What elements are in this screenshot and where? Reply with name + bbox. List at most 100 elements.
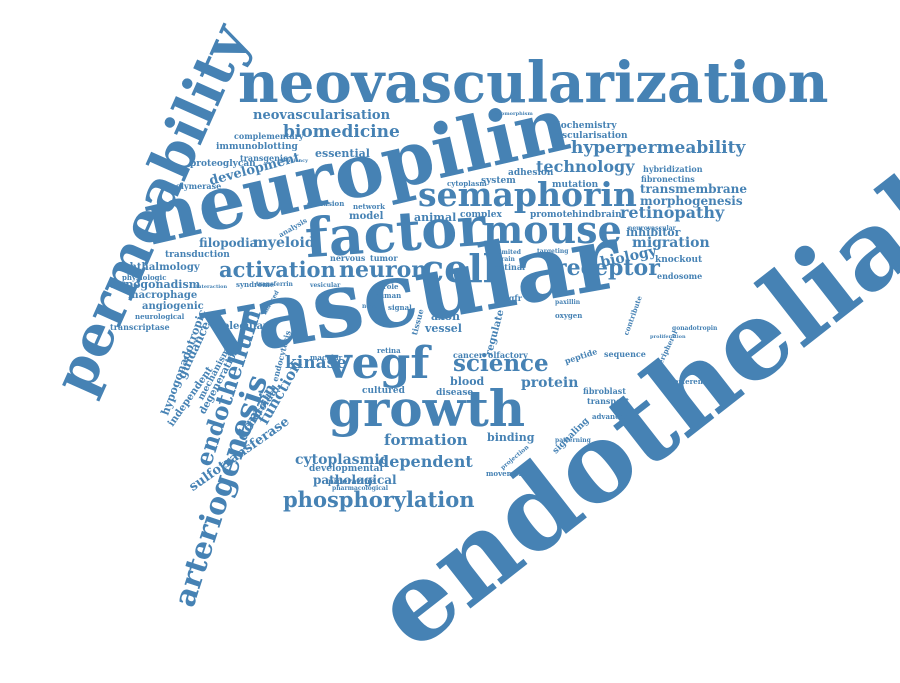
word: kinase bbox=[285, 353, 347, 373]
word: retina bbox=[377, 346, 401, 355]
word: brain bbox=[497, 256, 515, 263]
word: interaction bbox=[196, 284, 228, 290]
word: promote bbox=[530, 210, 573, 220]
word: immunoblotting bbox=[216, 142, 298, 152]
word: oxygen bbox=[555, 311, 583, 320]
word: formation bbox=[384, 431, 468, 449]
word: pharmacological bbox=[332, 485, 389, 492]
word: advanced bbox=[592, 412, 629, 421]
word: protein bbox=[521, 375, 579, 391]
word: science bbox=[453, 350, 549, 377]
word: macular bbox=[310, 353, 343, 362]
word: vascularisation bbox=[551, 131, 628, 141]
word: transport bbox=[587, 396, 630, 406]
word: biomedicine bbox=[283, 122, 400, 142]
word: knockout bbox=[655, 255, 703, 265]
word: movement bbox=[486, 469, 527, 478]
word: proliferation bbox=[650, 334, 686, 340]
word: morphogenesis bbox=[640, 194, 743, 208]
word: hindbrain bbox=[572, 210, 622, 220]
word: growth bbox=[328, 379, 526, 438]
word: mouse bbox=[483, 207, 622, 252]
word: complementary bbox=[234, 131, 304, 141]
word: molecular bbox=[212, 321, 269, 332]
word: animal bbox=[414, 211, 457, 224]
word: myeloid bbox=[253, 235, 315, 251]
word: dependent bbox=[378, 452, 473, 471]
word: human bbox=[374, 291, 402, 300]
word: neovascularisation bbox=[253, 108, 391, 123]
word: peptide bbox=[563, 346, 599, 366]
word: interference bbox=[663, 377, 712, 386]
word: signal bbox=[388, 303, 412, 312]
word: cell bbox=[421, 246, 498, 291]
word: hybridization bbox=[643, 164, 703, 174]
word: system bbox=[481, 176, 516, 186]
word: filopodia bbox=[199, 236, 258, 250]
word: cytoplasm bbox=[447, 179, 487, 188]
word: novel bbox=[362, 303, 380, 310]
word: transcriptase bbox=[110, 322, 170, 332]
word: macrophage bbox=[128, 290, 198, 301]
word: migration bbox=[632, 235, 710, 251]
word: nervous bbox=[330, 253, 366, 263]
word: physiologic bbox=[122, 273, 167, 282]
word: hypomorphism bbox=[491, 111, 533, 117]
word: cultured bbox=[362, 386, 405, 396]
word: network bbox=[353, 202, 386, 211]
word: inhibitor bbox=[626, 226, 681, 239]
word: patterning bbox=[555, 437, 591, 444]
word: piperazine bbox=[328, 476, 376, 486]
word: tumor bbox=[370, 253, 398, 263]
word: blood bbox=[450, 375, 485, 388]
word: vegf bbox=[326, 338, 430, 389]
word: syndrome bbox=[236, 280, 275, 289]
word: hypogonadism bbox=[111, 278, 201, 291]
word: disease bbox=[436, 388, 474, 398]
word: gonadotropin bbox=[672, 325, 718, 332]
word: polymerase bbox=[170, 181, 222, 191]
word: neurological bbox=[135, 312, 185, 321]
word: fibronectins bbox=[641, 174, 695, 184]
word: neuron bbox=[339, 257, 428, 283]
word: receptor bbox=[555, 255, 660, 281]
word: mutation bbox=[552, 180, 599, 190]
word: sequence bbox=[604, 349, 646, 359]
word: neurovascular bbox=[628, 225, 676, 232]
word: axon bbox=[431, 310, 461, 323]
word: paxillin bbox=[555, 299, 581, 306]
word: cancer bbox=[453, 350, 484, 360]
word: complex bbox=[460, 210, 502, 220]
word: vessel bbox=[425, 322, 462, 335]
word: developmental bbox=[309, 464, 383, 474]
word: endosome bbox=[657, 271, 703, 281]
word: ophthalmology bbox=[116, 262, 200, 273]
word: proteoglycan bbox=[190, 159, 256, 169]
word: role bbox=[383, 282, 399, 291]
word: cytoplasmic bbox=[295, 452, 389, 468]
word: targeting bbox=[537, 248, 569, 255]
word: retinal bbox=[495, 262, 526, 272]
word: biochemistry bbox=[551, 121, 617, 131]
word: binding bbox=[487, 431, 535, 444]
word: angiogenic bbox=[142, 301, 204, 312]
word: phosphorylation bbox=[283, 487, 475, 512]
word: deficiency bbox=[280, 158, 309, 164]
word: transmembrane bbox=[640, 182, 747, 196]
word: neovascularization bbox=[238, 50, 829, 116]
word: technology bbox=[536, 157, 635, 176]
word: activation bbox=[219, 257, 336, 282]
word: vegfr bbox=[499, 293, 522, 303]
word: pathological bbox=[313, 473, 397, 487]
word: model bbox=[349, 211, 384, 222]
word: transferrin bbox=[256, 281, 293, 288]
word: limited bbox=[497, 249, 521, 256]
word: adhesion bbox=[508, 168, 554, 178]
word: transduction bbox=[165, 250, 230, 260]
word: olfactory bbox=[488, 350, 528, 360]
word: vesicular bbox=[310, 282, 341, 289]
word: essential bbox=[315, 147, 370, 160]
word: occlusion bbox=[307, 199, 345, 208]
word: hyperpermeability bbox=[571, 138, 746, 158]
